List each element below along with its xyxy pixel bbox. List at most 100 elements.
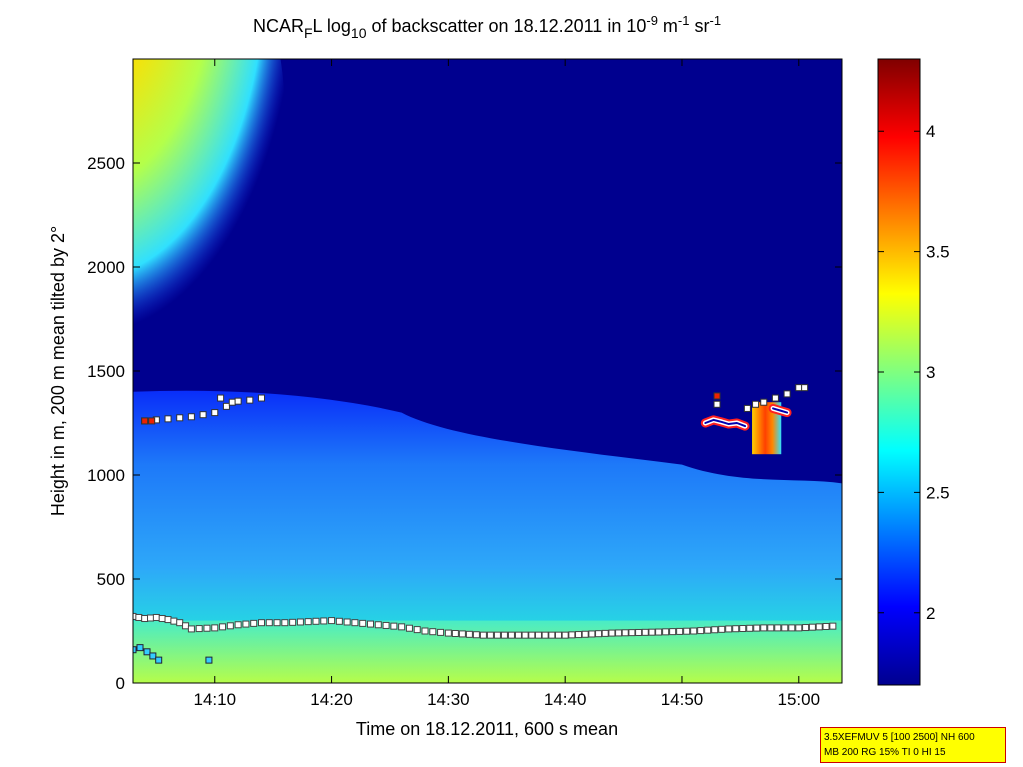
plot-area	[40, 0, 842, 683]
marker-lower-layer	[148, 615, 154, 621]
marker-lower-layer	[747, 625, 753, 631]
marker-lower-layer	[508, 632, 514, 638]
colorbar-tick-label: 3	[926, 363, 935, 382]
marker-upper-layer	[188, 414, 194, 420]
colorbar-tick-label: 2	[926, 604, 935, 623]
marker-right-cluster	[802, 385, 808, 391]
marker-lower-layer	[642, 629, 648, 635]
marker-lower-layer	[602, 630, 608, 636]
y-tick-label: 500	[97, 570, 125, 589]
marker-lower-layer	[196, 626, 202, 632]
marker-low-point	[206, 657, 212, 663]
marker-lower-layer	[789, 625, 795, 631]
marker-lower-layer	[542, 632, 548, 638]
marker-lower-layer	[321, 618, 327, 624]
x-tick-label: 14:20	[310, 690, 353, 709]
marker-right-cluster	[796, 385, 802, 391]
marker-lower-layer	[344, 619, 350, 625]
marker-lower-layer	[227, 623, 233, 629]
marker-lower-layer	[816, 624, 822, 630]
marker-lower-layer	[705, 627, 711, 633]
marker-lower-layer	[336, 618, 342, 624]
marker-lower-layer	[251, 620, 257, 626]
marker-upper-layer	[258, 395, 264, 401]
title-sub-2: 10	[351, 25, 367, 41]
marker-lower-layer	[438, 629, 444, 635]
marker-lower-layer	[142, 616, 148, 622]
marker-upper-layer	[235, 398, 241, 404]
marker-upper-layer	[200, 412, 206, 418]
title-sub-1: F	[304, 25, 313, 41]
marker-lower-layer	[391, 623, 397, 629]
marker-lower-layer	[212, 625, 218, 631]
marker-lower-layer	[220, 624, 226, 630]
marker-lower-layer	[719, 626, 725, 632]
marker-lower-layer	[569, 632, 575, 638]
marker-red-point	[714, 393, 720, 399]
marker-lower-layer	[549, 632, 555, 638]
marker-lower-layer	[383, 622, 389, 628]
x-tick-label: 14:10	[193, 690, 236, 709]
marker-lower-layer	[663, 629, 669, 635]
marker-lower-layer	[459, 631, 465, 637]
marker-lower-layer	[823, 623, 829, 629]
marker-lower-layer	[622, 630, 628, 636]
marker-lower-layer	[803, 625, 809, 631]
marker-lower-layer	[629, 630, 635, 636]
marker-lower-layer	[204, 625, 210, 631]
marker-lower-layer	[740, 626, 746, 632]
marker-lower-layer	[473, 632, 479, 638]
marker-lower-layer	[297, 619, 303, 625]
x-tick-label: 14:40	[544, 690, 587, 709]
marker-lower-layer	[589, 631, 595, 637]
y-tick-label: 1500	[87, 362, 125, 381]
marker-lower-layer	[258, 620, 264, 626]
marker-lower-layer	[352, 620, 358, 626]
x-axis-label: Time on 18.12.2011, 600 s mean	[356, 719, 618, 739]
marker-lower-layer	[535, 632, 541, 638]
marker-lower-layer	[171, 618, 177, 624]
info-line-2: MB 200 RG 15% TI 0 HI 15	[824, 745, 1002, 760]
title-part-3: of backscatter on 18.12.2011 in 10	[366, 16, 646, 36]
y-tick-label: 1000	[87, 466, 125, 485]
marker-lower-layer	[501, 632, 507, 638]
marker-lower-layer	[684, 628, 690, 634]
marker-lower-layer	[414, 627, 420, 633]
marker-lower-layer	[698, 628, 704, 634]
marker-lower-layer	[616, 630, 622, 636]
marker-lower-layer	[582, 631, 588, 637]
marker-upper-layer	[229, 399, 235, 405]
marker-lower-layer	[188, 626, 194, 632]
marker-upper-layer	[218, 395, 224, 401]
info-line-1: 3.5XEFMUV 5 [100 2500] NH 600	[824, 730, 1002, 745]
y-axis-label: Height in m, 200 m mean tilted by 2°	[48, 226, 68, 516]
y-tick-label: 0	[116, 674, 125, 693]
marker-lower-layer	[487, 632, 493, 638]
marker-lower-layer	[726, 626, 732, 632]
marker-right-cluster	[753, 401, 759, 407]
title-sup-2: -1	[678, 13, 690, 28]
marker-lower-layer	[677, 628, 683, 634]
marker-lower-layer	[733, 626, 739, 632]
colorbar-tick-label: 2.5	[926, 483, 950, 502]
info-box: 3.5XEFMUV 5 [100 2500] NH 600 MB 200 RG …	[820, 727, 1006, 763]
x-tick-label: 14:30	[427, 690, 470, 709]
marker-lower-layer	[136, 614, 142, 620]
marker-lower-layer	[761, 625, 767, 631]
marker-lower-layer	[159, 616, 165, 622]
marker-lower-layer	[562, 632, 568, 638]
marker-lower-layer	[430, 629, 436, 635]
title-part-1: NCAR	[253, 16, 304, 36]
marker-lower-layer	[329, 618, 335, 624]
colorbar-tick-label: 3.5	[926, 243, 950, 262]
marker-lower-layer	[656, 629, 662, 635]
marker-lower-layer	[691, 628, 697, 634]
marker-lower-layer	[368, 621, 374, 627]
marker-lower-layer	[609, 630, 615, 636]
marker-lower-layer	[670, 629, 676, 635]
y-tick-label: 2000	[87, 258, 125, 277]
marker-lower-layer	[796, 625, 802, 631]
marker-lower-layer	[636, 629, 642, 635]
colorbar-tick-label: 4	[926, 122, 935, 141]
marker-lower-layer	[422, 628, 428, 634]
